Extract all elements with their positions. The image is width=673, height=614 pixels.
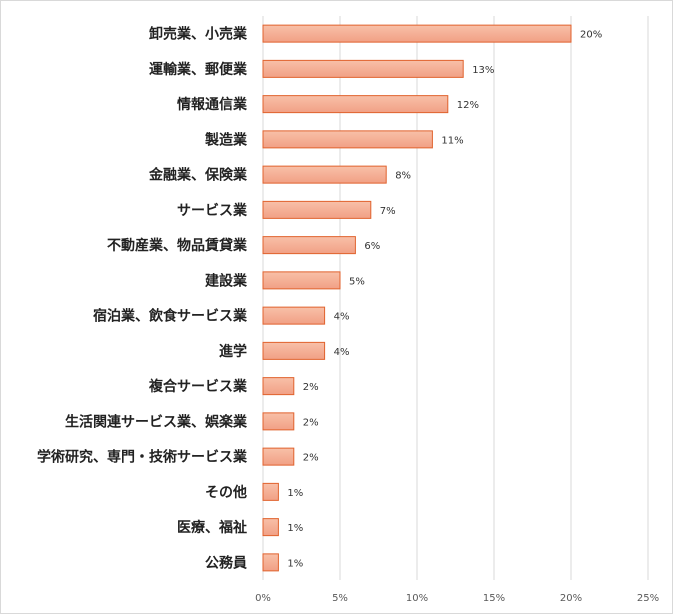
bar — [262, 271, 341, 290]
category-label: 金融業、保険業 — [148, 167, 248, 184]
bar — [262, 447, 295, 466]
x-axis-ticks: 0% 5% 10% 15% 20% 25% — [255, 593, 659, 604]
data-label: 13% — [472, 65, 494, 76]
bar — [262, 482, 279, 501]
category-label: 学術研究、専門・技術サービス業 — [37, 449, 248, 466]
data-label: 11% — [441, 135, 463, 146]
bar — [262, 518, 279, 537]
bar — [262, 377, 295, 396]
category-label: その他 — [205, 484, 247, 501]
x-tick-label: 15% — [483, 593, 505, 604]
category-label: 医療、福祉 — [177, 519, 247, 536]
data-label: 12% — [457, 100, 479, 111]
data-label: 2% — [303, 417, 319, 428]
data-label: 1% — [287, 488, 303, 499]
value-labels: 20% 13% 12% 11% 8% 7% 6% 5% 4% 4% 2% 2% 2% 1% 1% 1% — [287, 30, 602, 570]
data-label: 6% — [364, 241, 380, 252]
data-label: 20% — [580, 30, 602, 41]
bar — [262, 24, 572, 43]
bar — [262, 412, 295, 431]
data-label: 1% — [287, 523, 303, 534]
x-tick-label: 10% — [406, 593, 428, 604]
category-label: 製造業 — [204, 131, 248, 148]
category-labels: 卸売業、小売業運輸業、郵便業情報通信業製造業金融業、保険業サービス業不動産業、物… — [37, 26, 248, 572]
category-label: 運輸業、郵便業 — [149, 61, 248, 78]
data-label: 7% — [380, 206, 396, 217]
category-label: 卸売業、小売業 — [149, 26, 248, 43]
bar — [262, 95, 449, 114]
bar — [262, 130, 433, 149]
data-label: 5% — [349, 276, 365, 287]
data-label: 1% — [287, 558, 303, 569]
category-label: 宿泊業、飲食サービス業 — [93, 308, 248, 325]
category-label: 公務員 — [205, 554, 247, 571]
x-tick-label: 5% — [332, 593, 348, 604]
category-label: 生活関連サービス業、娯楽業 — [65, 413, 248, 430]
bar — [262, 200, 372, 219]
data-label: 8% — [395, 171, 411, 182]
data-label: 2% — [303, 453, 319, 464]
bar — [262, 553, 279, 572]
category-label: サービス業 — [177, 202, 248, 219]
bar — [262, 341, 326, 360]
x-tick-label: 20% — [560, 593, 582, 604]
bar — [262, 236, 356, 255]
bar — [262, 59, 464, 78]
category-label: 建設業 — [205, 272, 248, 289]
category-label: 不動産業、物品賃貸業 — [107, 237, 248, 254]
x-tick-label: 0% — [255, 593, 271, 604]
data-label: 2% — [303, 382, 319, 393]
x-tick-label: 25% — [637, 593, 659, 604]
data-label: 4% — [334, 347, 350, 358]
category-label: 進学 — [219, 343, 247, 360]
bars — [262, 24, 572, 572]
category-label: 複合サービス業 — [148, 378, 248, 395]
data-label: 4% — [334, 312, 350, 323]
category-label: 情報通信業 — [177, 96, 248, 113]
bar — [262, 165, 387, 184]
bar — [262, 306, 326, 325]
